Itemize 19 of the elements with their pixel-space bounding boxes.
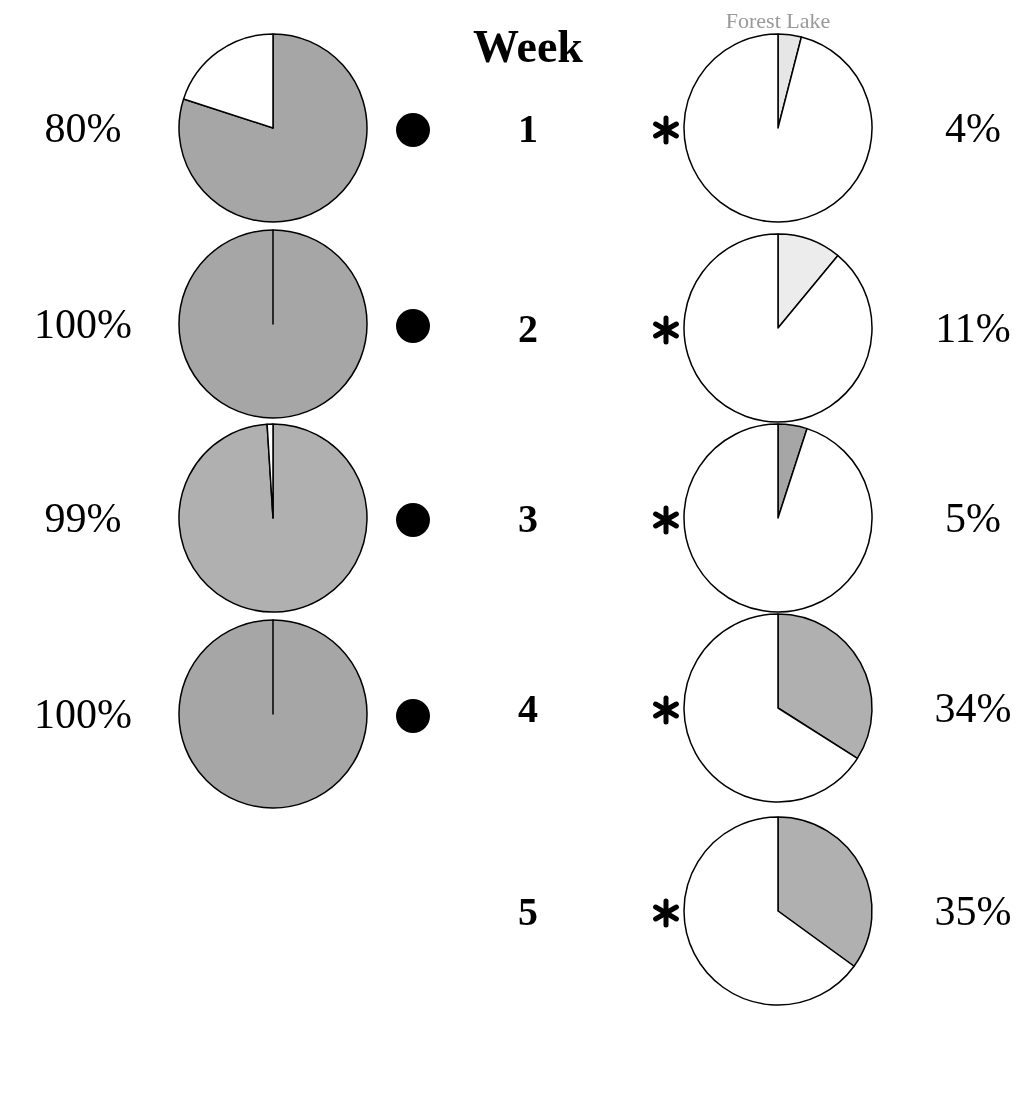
text: 100% [34, 301, 132, 347]
text: 1 [518, 106, 538, 151]
text: 4% [945, 105, 1001, 151]
text: 35% [934, 888, 1012, 934]
chart-title: Forest Lake [725, 8, 831, 33]
text: 2 [518, 306, 538, 351]
text: Week [473, 21, 584, 72]
text: 80% [44, 105, 122, 151]
text: 34% [934, 685, 1012, 731]
text: 100% [34, 691, 132, 737]
text: 5 [518, 889, 538, 934]
pie-slice [683, 33, 873, 223]
text: 3 [518, 496, 538, 541]
text: 11% [935, 305, 1011, 351]
text: 4 [518, 686, 538, 731]
text: 5% [945, 495, 1001, 541]
pie-slice [178, 423, 368, 613]
text: 99% [44, 495, 122, 541]
pie-slice [178, 33, 368, 223]
